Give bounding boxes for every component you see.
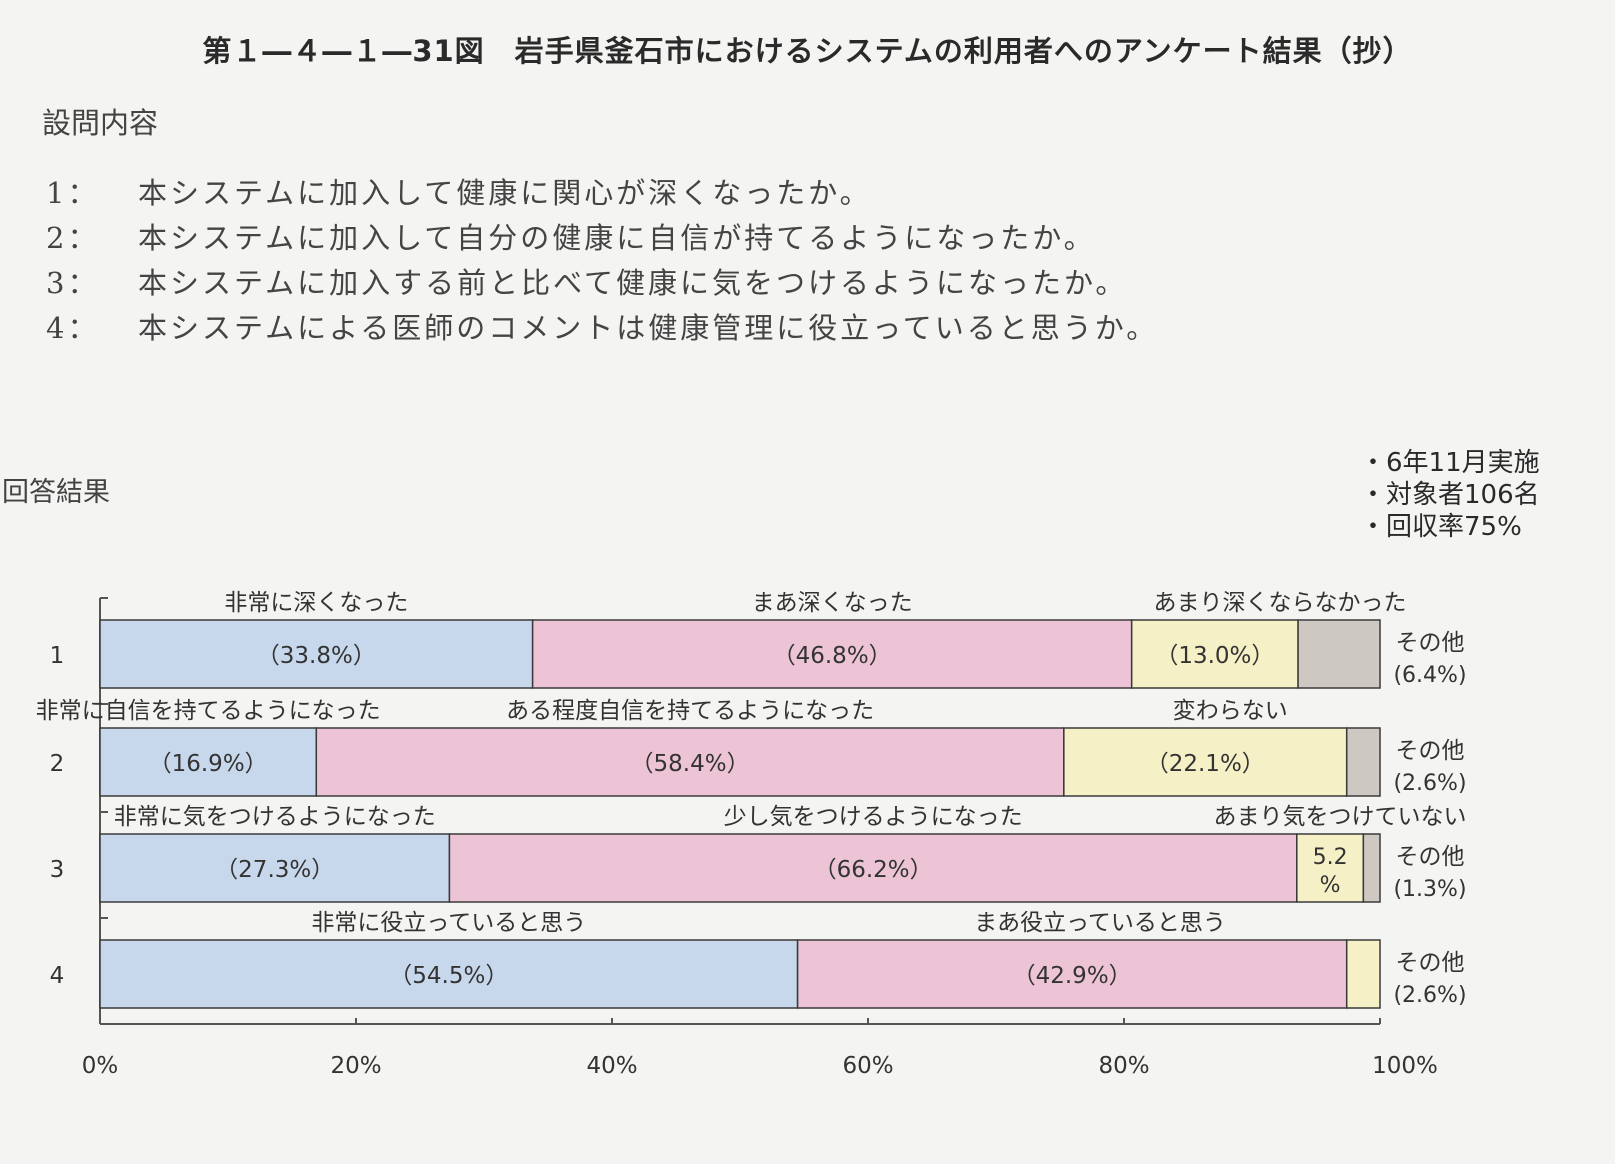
bar-segment — [1297, 619, 1381, 689]
x-tick-label: 0% — [82, 1053, 119, 1079]
category-label: 変わらない — [1173, 698, 1288, 724]
question-item: 2： 本システムに加入して自分の健康に自信が持てるようになったか。 — [46, 215, 1096, 257]
question-text: 本システムに加入する前と比べて健康に気をつけるようになったか。 — [138, 266, 1128, 300]
bar-segment — [448, 833, 1298, 903]
bar-segment — [99, 619, 534, 689]
other-label: その他 — [1396, 738, 1465, 764]
bar-segment — [1345, 939, 1381, 1009]
other-value-label: (2.6%) — [1393, 983, 1466, 1008]
other-label: その他 — [1396, 844, 1465, 870]
x-tick-label: 20% — [330, 1053, 381, 1079]
results-heading: 回答結果 — [2, 477, 110, 508]
question-item: 4： 本システムによる医師のコメントは健康管理に役立っていると思うか。 — [46, 305, 1158, 347]
bar-segment — [99, 727, 318, 797]
x-tick-label: 60% — [842, 1053, 893, 1079]
data-label: （46.8%） — [773, 643, 892, 669]
category-label: 非常に自信を持てるようになった — [36, 698, 381, 724]
category-label: 非常に深くなった — [224, 590, 408, 616]
category-label: あまり気をつけていない — [1214, 804, 1467, 830]
questions-heading: 設問内容 — [42, 106, 159, 140]
row-label: 1 — [50, 643, 65, 669]
other-label: その他 — [1396, 950, 1465, 976]
bar-segment — [1130, 619, 1299, 689]
bar-segment — [1296, 833, 1365, 903]
question-text: 本システムに加入して健康に関心が深くなったか。 — [138, 176, 872, 210]
survey-note: ・回収率75% — [1360, 512, 1522, 542]
bar-segment — [315, 727, 1065, 797]
question-text: 本システムによる医師のコメントは健康管理に役立っていると思うか。 — [138, 311, 1159, 345]
other-value-label: (1.3%) — [1393, 877, 1466, 902]
bar-segment — [99, 939, 799, 1009]
bar-segment — [1063, 727, 1348, 797]
x-tick-label: 80% — [1098, 1053, 1149, 1079]
question-number: 2： — [46, 221, 100, 255]
data-label: （33.8%） — [257, 643, 376, 669]
question-number: 3： — [46, 266, 100, 300]
bar-segment — [531, 619, 1133, 689]
question-item: 3： 本システムに加入する前と比べて健康に気をつけるようになったか。 — [46, 260, 1127, 302]
other-value-label: (6.4%) — [1393, 663, 1466, 688]
data-label: （27.3%） — [215, 857, 334, 883]
bar-segment — [1362, 833, 1381, 903]
data-label: （42.9%） — [1013, 963, 1132, 989]
data-label: 5.2 — [1313, 845, 1348, 870]
survey-note: ・対象者106名 — [1360, 480, 1540, 510]
other-label: その他 — [1396, 630, 1465, 656]
category-label: 少し気をつけるようになった — [724, 804, 1023, 830]
category-label: まあ深くなった — [752, 590, 913, 616]
row-label: 2 — [50, 751, 65, 777]
question-text: 本システムに加入して自分の健康に自信が持てるようになったか。 — [138, 221, 1096, 255]
data-label: （66.2%） — [814, 857, 933, 883]
bar-segment — [99, 833, 451, 903]
data-label: （16.9%） — [149, 751, 268, 777]
category-label: ある程度自信を持てるようになった — [506, 698, 874, 724]
row-label: 3 — [50, 857, 65, 883]
data-label: （54.5%） — [389, 963, 508, 989]
data-label: （58.4%） — [631, 751, 750, 777]
question-number: 4： — [46, 311, 100, 345]
bar-segment — [1345, 727, 1381, 797]
bar-segment — [796, 939, 1348, 1009]
survey-note: ・6年11月実施 — [1360, 448, 1540, 478]
category-label: 非常に気をつけるようになった — [114, 804, 436, 830]
category-label: あまり深くならなかった — [1154, 590, 1407, 616]
row-label: 4 — [50, 963, 65, 989]
category-label: 非常に役立っていると思う — [311, 910, 586, 936]
question-number: 1： — [46, 176, 100, 210]
data-label: % — [1320, 873, 1341, 898]
other-value-label: (2.6%) — [1393, 771, 1466, 796]
category-label: まあ役立っていると思う — [974, 910, 1226, 936]
data-label: （22.1%） — [1146, 751, 1265, 777]
x-tick-label: 100% — [1372, 1053, 1438, 1079]
page-title: 第１―４―１―31図 岩手県釜石市におけるシステムの利用者へのアンケート結果（抄… — [202, 34, 1413, 68]
x-tick-label: 40% — [586, 1053, 637, 1079]
question-item: 1： 本システムに加入して健康に関心が深くなったか。 — [46, 170, 872, 212]
data-label: （13.0%） — [1155, 643, 1274, 669]
